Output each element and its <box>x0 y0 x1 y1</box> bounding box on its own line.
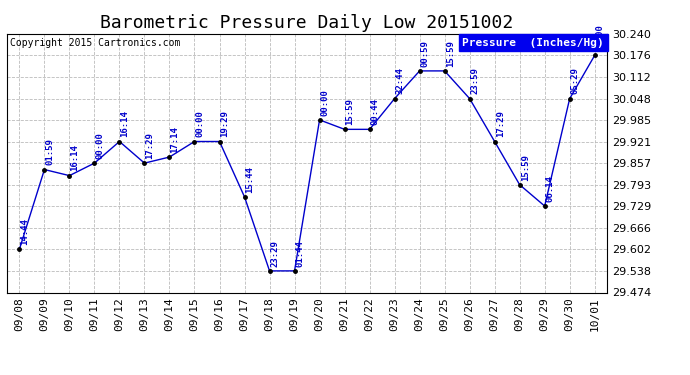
Text: 00:00: 00:00 <box>95 132 104 159</box>
Text: Copyright 2015 Cartronics.com: Copyright 2015 Cartronics.com <box>10 38 180 48</box>
Text: 00:00: 00:00 <box>321 89 330 116</box>
Text: 06:14: 06:14 <box>546 175 555 202</box>
Text: 23:29: 23:29 <box>270 240 279 267</box>
Text: 17:14: 17:14 <box>170 126 179 153</box>
Text: 01:44: 01:44 <box>295 240 304 267</box>
Text: 14:44: 14:44 <box>21 218 30 245</box>
Text: 15:59: 15:59 <box>521 154 530 181</box>
Text: 00:59: 00:59 <box>421 40 430 67</box>
Text: 05:29: 05:29 <box>571 68 580 94</box>
Text: Pressure  (Inches/Hg): Pressure (Inches/Hg) <box>462 38 604 48</box>
Text: 00:00: 00:00 <box>195 111 204 137</box>
Text: 17:29: 17:29 <box>495 111 504 137</box>
Text: 00:00: 00:00 <box>595 24 604 51</box>
Text: 15:44: 15:44 <box>246 166 255 193</box>
Text: 15:59: 15:59 <box>346 98 355 125</box>
Title: Barometric Pressure Daily Low 20151002: Barometric Pressure Daily Low 20151002 <box>101 14 513 32</box>
Text: 00:44: 00:44 <box>371 98 380 125</box>
Text: 19:29: 19:29 <box>221 111 230 137</box>
Text: 32:44: 32:44 <box>395 68 404 94</box>
Text: 17:29: 17:29 <box>146 132 155 159</box>
Text: 15:59: 15:59 <box>446 40 455 67</box>
Text: 01:59: 01:59 <box>46 138 55 165</box>
Text: 23:59: 23:59 <box>471 68 480 94</box>
Text: 16:14: 16:14 <box>70 145 79 171</box>
Text: 16:14: 16:14 <box>121 111 130 137</box>
